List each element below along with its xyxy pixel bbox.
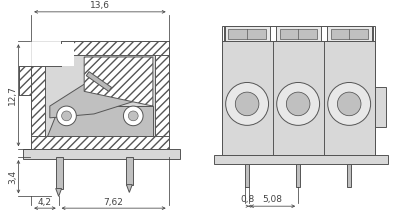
Bar	[330, 29, 368, 39]
Bar	[245, 164, 249, 187]
Bar	[276, 25, 321, 41]
Bar	[45, 55, 155, 135]
Circle shape	[62, 111, 72, 121]
Bar	[214, 155, 388, 164]
Bar	[375, 87, 386, 127]
Bar	[31, 41, 168, 149]
Bar	[31, 135, 168, 149]
Bar	[222, 126, 272, 155]
Circle shape	[124, 106, 143, 126]
Bar	[327, 25, 372, 41]
Text: 0,8: 0,8	[240, 195, 254, 204]
Polygon shape	[47, 106, 153, 135]
Bar	[23, 149, 180, 159]
Bar	[222, 41, 375, 155]
Bar	[56, 157, 62, 189]
Bar	[222, 41, 375, 155]
Bar	[222, 25, 375, 41]
Text: 12,7: 12,7	[8, 85, 18, 105]
Bar	[155, 41, 168, 149]
Bar	[296, 164, 300, 187]
Bar	[224, 25, 270, 41]
Bar	[31, 41, 168, 55]
Circle shape	[57, 106, 76, 126]
Text: 13,6: 13,6	[90, 1, 110, 10]
Bar	[31, 41, 74, 66]
Circle shape	[277, 83, 320, 125]
Circle shape	[128, 111, 138, 121]
Text: 3,4: 3,4	[8, 170, 18, 184]
Bar	[31, 41, 45, 149]
Polygon shape	[56, 189, 62, 196]
Text: 7,62: 7,62	[104, 198, 124, 207]
Bar	[347, 164, 351, 187]
Bar	[20, 66, 31, 95]
Circle shape	[337, 92, 361, 116]
Circle shape	[286, 92, 310, 116]
Bar	[280, 29, 317, 39]
Polygon shape	[84, 57, 153, 106]
Text: 4,2: 4,2	[38, 198, 52, 207]
Bar	[31, 41, 45, 66]
Circle shape	[226, 83, 268, 125]
Bar	[224, 25, 373, 41]
Circle shape	[328, 83, 371, 125]
Bar	[228, 29, 266, 39]
Bar	[325, 126, 374, 155]
Circle shape	[235, 92, 259, 116]
Polygon shape	[50, 72, 150, 118]
Bar	[126, 157, 133, 185]
Polygon shape	[86, 72, 112, 91]
Bar	[274, 126, 323, 155]
Polygon shape	[126, 185, 132, 192]
Text: 5,08: 5,08	[263, 195, 283, 204]
